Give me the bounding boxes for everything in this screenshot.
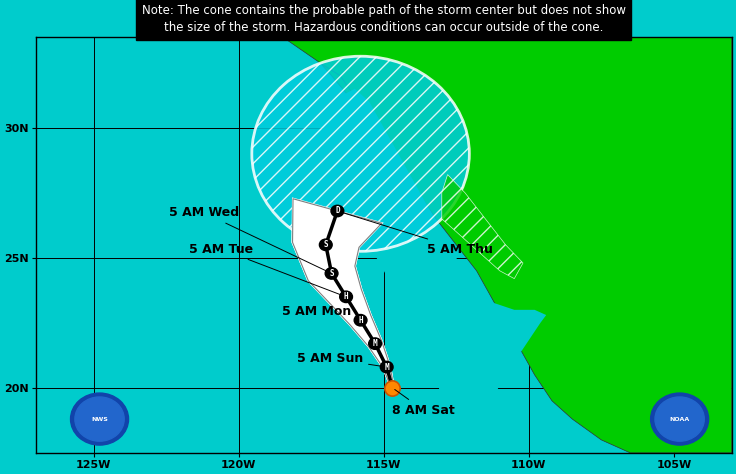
Circle shape bbox=[340, 291, 353, 302]
Circle shape bbox=[655, 397, 704, 441]
Text: H: H bbox=[344, 292, 348, 301]
Title: Note: The cone contains the probable path of the storm center but does not show
: Note: The cone contains the probable pat… bbox=[142, 4, 626, 34]
Circle shape bbox=[71, 393, 129, 445]
Text: 5 AM Sun: 5 AM Sun bbox=[297, 352, 384, 366]
Polygon shape bbox=[283, 36, 732, 453]
Text: 5 AM Wed: 5 AM Wed bbox=[169, 206, 329, 272]
Text: 8 AM Sat: 8 AM Sat bbox=[392, 390, 456, 417]
Text: M: M bbox=[384, 363, 389, 372]
Circle shape bbox=[331, 205, 344, 217]
Circle shape bbox=[319, 239, 332, 251]
Circle shape bbox=[369, 338, 381, 349]
Text: 5 AM Thu: 5 AM Thu bbox=[340, 212, 493, 255]
Polygon shape bbox=[292, 199, 394, 388]
Polygon shape bbox=[442, 174, 523, 279]
Ellipse shape bbox=[252, 56, 470, 251]
Circle shape bbox=[651, 393, 709, 445]
Text: NOAA: NOAA bbox=[670, 417, 690, 421]
Text: NWS: NWS bbox=[91, 417, 108, 421]
Polygon shape bbox=[292, 199, 394, 388]
Polygon shape bbox=[320, 89, 546, 427]
Text: S: S bbox=[329, 269, 334, 278]
Text: 5 AM Mon: 5 AM Mon bbox=[283, 305, 358, 319]
Text: M: M bbox=[372, 339, 378, 348]
Circle shape bbox=[354, 315, 367, 326]
Text: S: S bbox=[323, 240, 328, 249]
Text: H: H bbox=[358, 316, 363, 325]
Circle shape bbox=[381, 361, 393, 373]
Text: D: D bbox=[335, 207, 340, 216]
Circle shape bbox=[325, 268, 338, 279]
Polygon shape bbox=[320, 63, 546, 323]
Circle shape bbox=[75, 397, 124, 441]
Text: 5 AM Tue: 5 AM Tue bbox=[189, 243, 344, 296]
